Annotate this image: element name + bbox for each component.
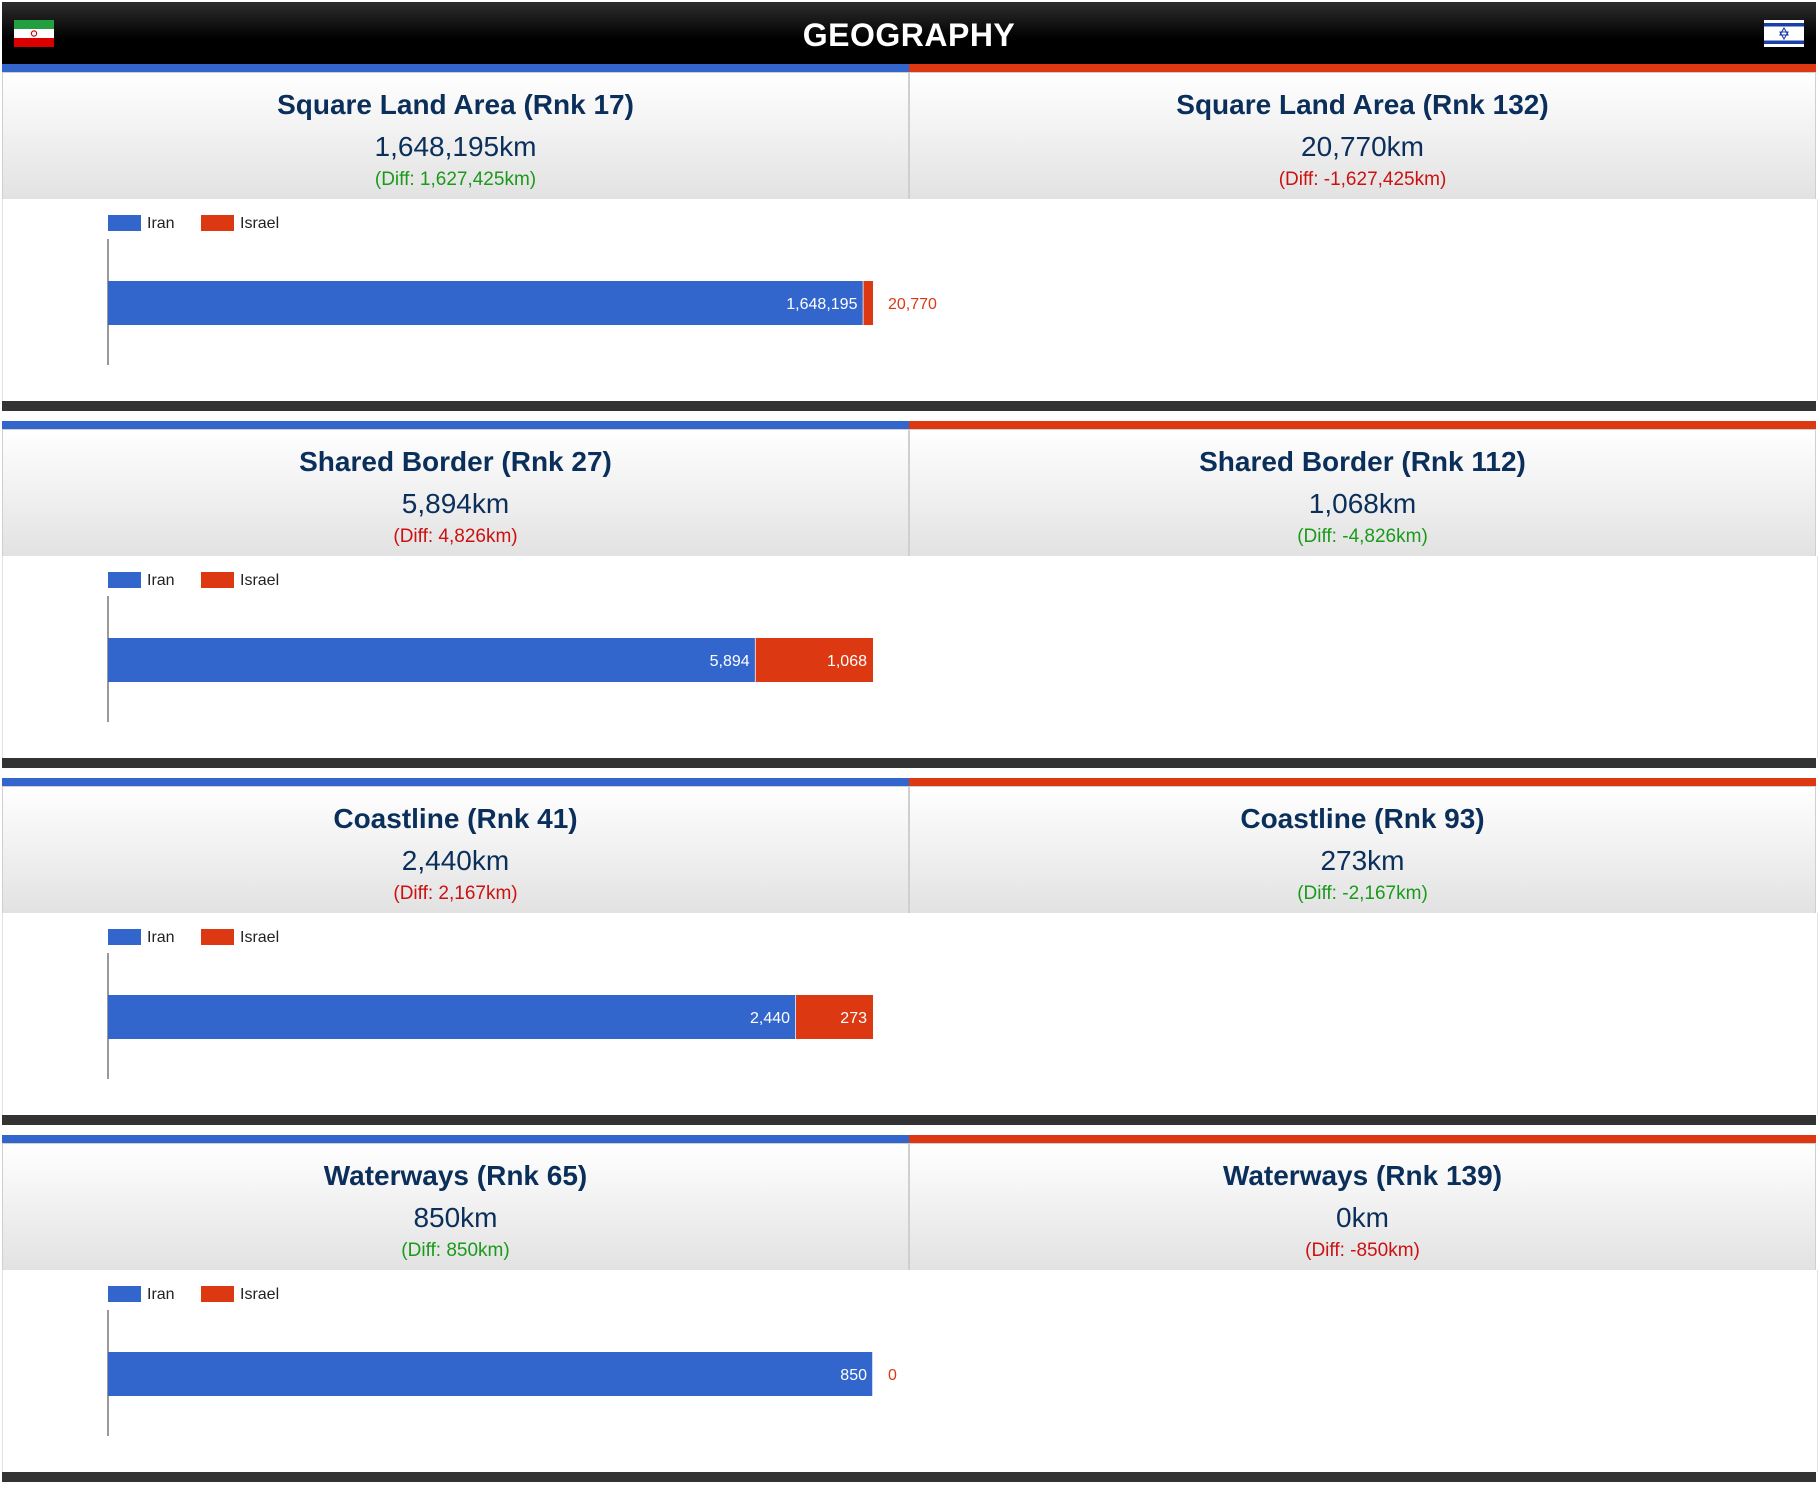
section-divider xyxy=(2,758,1816,768)
bar-value-label: 1,068 xyxy=(827,653,867,670)
comparison-section: Square Land Area (Rnk 17) 1,648,195km (D… xyxy=(2,64,1818,411)
iran-color-stripe xyxy=(2,421,909,429)
legend-swatch xyxy=(108,572,141,588)
stat-title: Shared Border (Rnk 112) xyxy=(1199,446,1526,477)
legend-label: Iran xyxy=(147,572,175,589)
stat-diff: (Diff: 4,826km) xyxy=(393,526,518,547)
stat-diff: (Diff: 1,627,425km) xyxy=(374,169,537,190)
bar-iran xyxy=(108,281,864,325)
stat-title: Waterways (Rnk 139) xyxy=(1222,1160,1503,1191)
legend-label: Israel xyxy=(240,929,279,946)
iran-stat-card: Shared Border (Rnk 27) 5,894km (Diff: 4,… xyxy=(2,429,909,557)
stat-value: 273km xyxy=(1320,845,1405,876)
legend-label: Iran xyxy=(147,929,175,946)
legend-swatch xyxy=(108,1286,141,1302)
israel-stat-card: Square Land Area (Rnk 132) 20,770km (Dif… xyxy=(909,72,1816,200)
iran-stat-card: Coastline (Rnk 41) 2,440km (Diff: 2,167k… xyxy=(2,786,909,914)
bar-value-label: 2,440 xyxy=(750,1010,790,1027)
stat-value: 1,648,195km xyxy=(374,131,537,162)
iran-color-stripe xyxy=(2,1135,909,1143)
stat-title: Square Land Area (Rnk 17) xyxy=(277,89,634,120)
stat-diff: (Diff: -850km) xyxy=(1305,1240,1420,1261)
header-bar: GEOGRAPHY xyxy=(2,2,1816,64)
israel-color-stripe xyxy=(909,421,1816,429)
bar-chart-svg: Iran Israel 850 0 xyxy=(107,1286,897,1436)
stat-diff: (Diff: -4,826km) xyxy=(1297,526,1428,547)
iran-stat-card: Square Land Area (Rnk 17) 1,648,195km (D… xyxy=(2,72,909,200)
bar-chart-svg: Iran Israel 5,894 1,068 xyxy=(107,572,873,722)
comparison-section: Waterways (Rnk 65) 850km (Diff: 850km) W… xyxy=(2,1135,1818,1482)
legend-swatch xyxy=(201,215,234,231)
bar-value-label: 1,648,195 xyxy=(786,296,857,313)
bar-israel xyxy=(755,638,873,682)
legend-label: Israel xyxy=(240,1286,279,1303)
stat-diff: (Diff: 850km) xyxy=(401,1240,510,1261)
legend-swatch xyxy=(108,215,141,231)
israel-color-stripe xyxy=(909,64,1816,72)
legend-swatch xyxy=(108,929,141,945)
bar-value-label: 5,894 xyxy=(710,653,750,670)
bar-value-label: 20,770 xyxy=(888,296,937,313)
stat-value: 2,440km xyxy=(401,845,510,876)
comparison-section: Shared Border (Rnk 27) 5,894km (Diff: 4,… xyxy=(2,421,1818,768)
comparison-bar-chart: Iran Israel 1,648,195 20,770 xyxy=(2,199,1818,401)
israel-stat-card: Shared Border (Rnk 112) 1,068km (Diff: -… xyxy=(909,429,1816,557)
iran-flag-icon xyxy=(14,20,54,47)
legend-label: Israel xyxy=(240,215,279,232)
legend-swatch xyxy=(201,1286,234,1302)
israel-color-stripe xyxy=(909,1135,1816,1143)
stat-title: Coastline (Rnk 41) xyxy=(333,803,578,834)
bar-chart-svg: Iran Israel 2,440 273 xyxy=(107,929,873,1079)
stat-title: Waterways (Rnk 65) xyxy=(323,1160,588,1191)
legend-label: Iran xyxy=(147,1286,175,1303)
section-divider xyxy=(2,401,1816,411)
legend-swatch xyxy=(201,572,234,588)
stat-diff: (Diff: -1,627,425km) xyxy=(1278,169,1447,190)
stat-title: Coastline (Rnk 93) xyxy=(1240,803,1485,834)
comparison-section: Coastline (Rnk 41) 2,440km (Diff: 2,167k… xyxy=(2,778,1818,1125)
bar-chart-svg: Iran Israel 1,648,195 20,770 xyxy=(107,215,937,365)
israel-stat-card: Coastline (Rnk 93) 273km (Diff: -2,167km… xyxy=(909,786,1816,914)
israel-color-stripe xyxy=(909,778,1816,786)
stat-title: Shared Border (Rnk 27) xyxy=(299,446,612,477)
stat-value: 20,770km xyxy=(1301,131,1424,162)
stat-diff: (Diff: 2,167km) xyxy=(393,883,518,904)
bar-israel xyxy=(863,281,873,325)
section-divider xyxy=(2,1115,1816,1125)
stat-value: 1,068km xyxy=(1308,488,1417,519)
iran-color-stripe xyxy=(2,64,909,72)
bar-value-label: 273 xyxy=(840,1010,867,1027)
iran-color-stripe xyxy=(2,778,909,786)
bar-iran xyxy=(108,995,797,1039)
stat-value: 0km xyxy=(1336,1202,1389,1233)
bar-value-label: 850 xyxy=(840,1367,867,1384)
iran-stat-card: Waterways (Rnk 65) 850km (Diff: 850km) xyxy=(2,1143,909,1271)
stat-value: 850km xyxy=(413,1202,498,1233)
israel-flag-icon xyxy=(1764,20,1804,47)
stat-diff: (Diff: -2,167km) xyxy=(1297,883,1428,904)
section-divider xyxy=(2,1472,1816,1482)
page-title: GEOGRAPHY xyxy=(802,17,1016,53)
stat-value: 5,894km xyxy=(401,488,510,519)
israel-stat-card: Waterways (Rnk 139) 0km (Diff: -850km) xyxy=(909,1143,1816,1271)
comparison-bar-chart: Iran Israel 2,440 273 xyxy=(2,913,1818,1115)
bar-iran xyxy=(108,638,756,682)
legend-label: Israel xyxy=(240,572,279,589)
comparison-bar-chart: Iran Israel 850 0 xyxy=(2,1270,1818,1472)
bar-israel xyxy=(796,995,873,1039)
legend-label: Iran xyxy=(147,215,175,232)
bar-iran xyxy=(108,1352,873,1396)
stat-title: Square Land Area (Rnk 132) xyxy=(1176,89,1549,120)
comparison-bar-chart: Iran Israel 5,894 1,068 xyxy=(2,556,1818,758)
legend-swatch xyxy=(201,929,234,945)
bar-value-label: 0 xyxy=(888,1367,897,1384)
